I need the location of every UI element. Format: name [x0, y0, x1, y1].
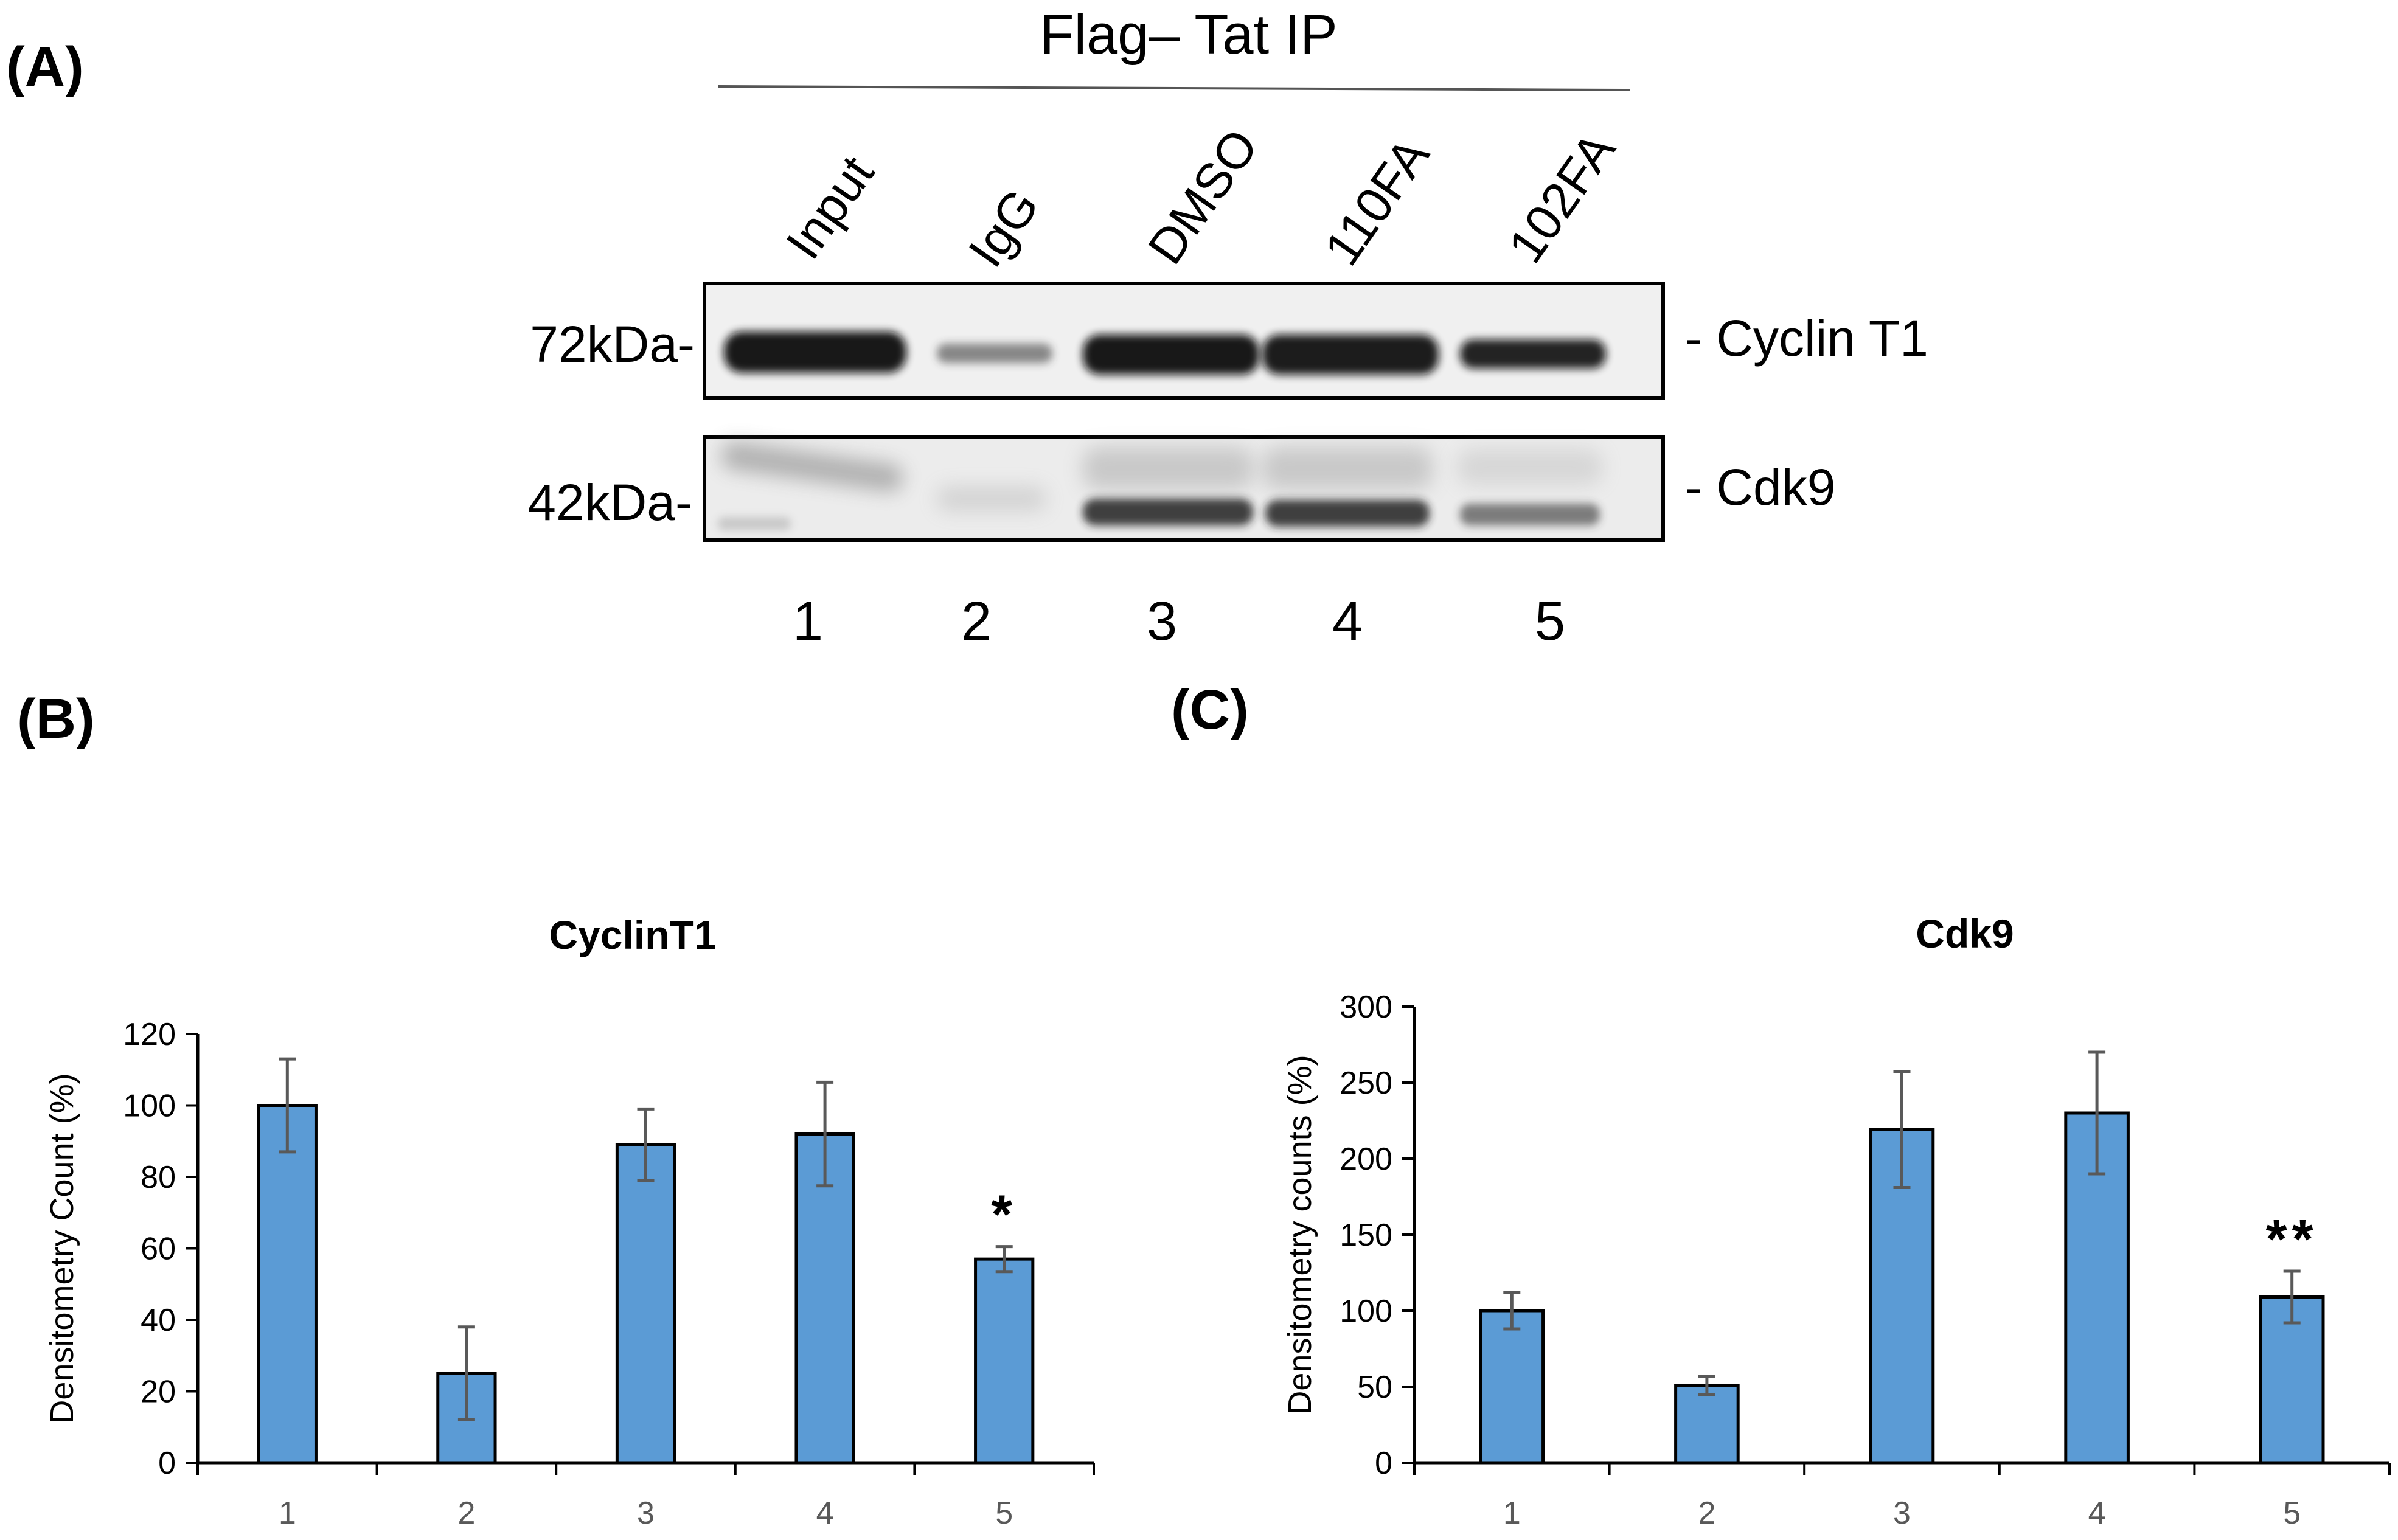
x-tick-label: 1 [279, 1496, 296, 1531]
y-tick-label: 40 [141, 1303, 176, 1338]
y-tick-label: 50 [1357, 1370, 1392, 1405]
band [1265, 500, 1430, 527]
lane-numbers: 1 2 3 4 5 [793, 591, 1565, 652]
band [718, 517, 791, 530]
band [721, 442, 903, 492]
bar [615, 1143, 676, 1465]
lane-number: 1 [793, 591, 823, 652]
y-tick-label: 80 [141, 1160, 176, 1195]
chart-title: CyclinT1 [549, 912, 716, 957]
y-tick-label: 60 [141, 1232, 176, 1267]
band [1457, 449, 1603, 485]
band [1083, 335, 1259, 375]
band [937, 487, 1046, 511]
x-tick-label: 2 [1698, 1496, 1715, 1531]
significance-marker: * [991, 1185, 1017, 1246]
x-tick-label: 5 [995, 1496, 1013, 1531]
y-tick-label: 0 [1375, 1446, 1392, 1481]
lane-label: 102FA [1498, 123, 1626, 273]
lane-labels: Input IgG DMSO 110FA 102FA [776, 120, 1626, 277]
band [724, 331, 906, 373]
x-tick-label: 5 [2283, 1496, 2301, 1531]
lane-number: 5 [1535, 591, 1565, 652]
y-tick-label: 0 [158, 1446, 176, 1481]
bar [2259, 1295, 2325, 1465]
x-tick-label: 1 [1503, 1496, 1521, 1531]
bar [1674, 1384, 1740, 1465]
panel-label-c: (C) [1171, 679, 1249, 741]
cdk9-blot [703, 435, 1665, 542]
x-tick-label: 3 [637, 1496, 655, 1531]
lane-number: 4 [1332, 591, 1363, 652]
x-tick-label: 4 [816, 1496, 834, 1531]
band [1262, 447, 1433, 490]
marker-72kda: 72kDa- [530, 316, 695, 373]
y-tick-label: 150 [1340, 1218, 1392, 1253]
band [1083, 499, 1253, 525]
ip-bracket-line [717, 85, 1631, 91]
y-tick-label: 200 [1340, 1142, 1392, 1177]
cdk9-chart: Cdk9 Densitometry counts (%) 0 50 100 150 200 2… [1282, 911, 2391, 1531]
bar [794, 1132, 855, 1465]
y-tick-label: 100 [123, 1089, 176, 1124]
ip-title: Flag– Tat IP [1040, 4, 1337, 66]
band [1262, 335, 1439, 375]
y-tick-label: 120 [123, 1017, 176, 1052]
x-tick-label: 2 [457, 1496, 475, 1531]
band [1083, 447, 1253, 490]
panel-label-b: (B) [17, 688, 95, 750]
y-tick-label: 20 [141, 1375, 176, 1410]
significance-marker: ** [2266, 1209, 2318, 1270]
bar [974, 1257, 1035, 1465]
lane-label: Input [776, 147, 884, 269]
lane-label: 110FA [1314, 128, 1440, 276]
lane-number: 3 [1147, 591, 1177, 652]
bar [1479, 1309, 1545, 1465]
lane-label: DMSO [1138, 120, 1269, 274]
x-tick-label: 3 [1893, 1496, 1911, 1531]
cyclin-t1-chart: CyclinT1 Densitometry Count (%) 0 20 40 60 80 1… [44, 912, 1095, 1531]
panel-label-a: (A) [6, 36, 84, 98]
lane-number: 2 [961, 591, 992, 652]
y-axis-label: Densitometry counts (%) [1282, 1055, 1318, 1414]
y-tick-label: 300 [1340, 990, 1392, 1025]
lane-label: IgG [958, 179, 1049, 277]
band [937, 344, 1052, 363]
band [1460, 504, 1600, 525]
protein-label-cyclin-t1: - Cyclin T1 [1685, 310, 1928, 367]
bar [257, 1104, 318, 1465]
cyclin-t1-blot [703, 282, 1665, 400]
y-tick-label: 100 [1340, 1294, 1392, 1329]
y-axis-label: Densitometry Count (%) [44, 1073, 80, 1423]
chart-title: Cdk9 [1916, 911, 2014, 956]
band [1460, 339, 1606, 369]
y-tick-label: 250 [1340, 1066, 1392, 1101]
x-tick-label: 4 [2088, 1496, 2106, 1531]
protein-label-cdk9: - Cdk9 [1685, 459, 1835, 516]
marker-42kda: 42kDa- [527, 474, 692, 531]
